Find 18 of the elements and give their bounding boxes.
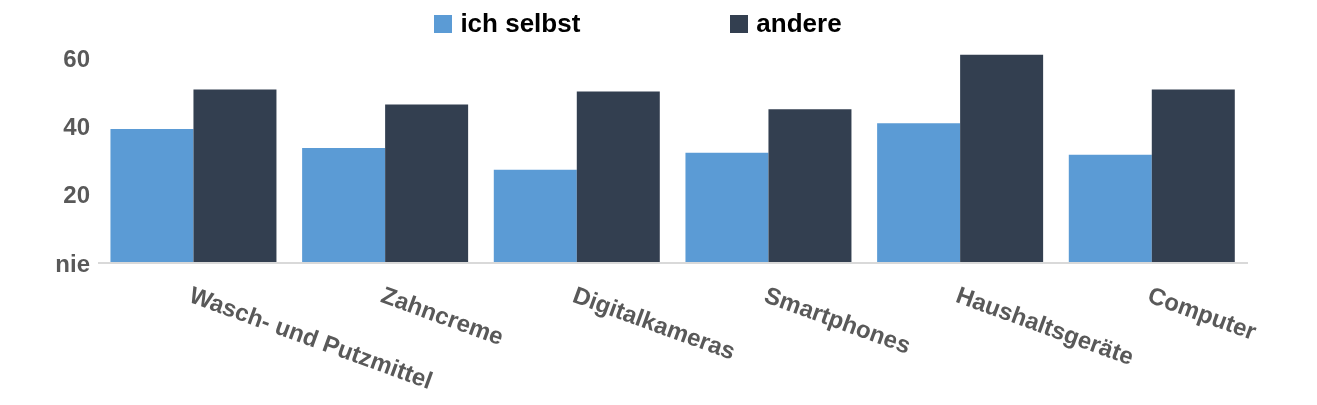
bar: [1151, 89, 1235, 263]
bar: [576, 91, 660, 263]
bar: [302, 147, 386, 263]
bar: [110, 128, 194, 263]
y-tick-label: 40: [63, 113, 90, 141]
bar: [685, 152, 769, 263]
bar: [493, 169, 577, 263]
bar: [768, 109, 852, 263]
bar: [960, 54, 1044, 263]
y-tick-label: 60: [63, 45, 90, 73]
bar: [193, 89, 277, 263]
bar: [1068, 154, 1152, 263]
legend-label: ich selbst: [459, 8, 581, 39]
bar: [877, 123, 961, 263]
legend-label: andere: [755, 8, 842, 39]
bar: [385, 104, 469, 263]
y-tick-label: 20: [63, 181, 90, 209]
y-tick-label: nie: [55, 249, 90, 277]
